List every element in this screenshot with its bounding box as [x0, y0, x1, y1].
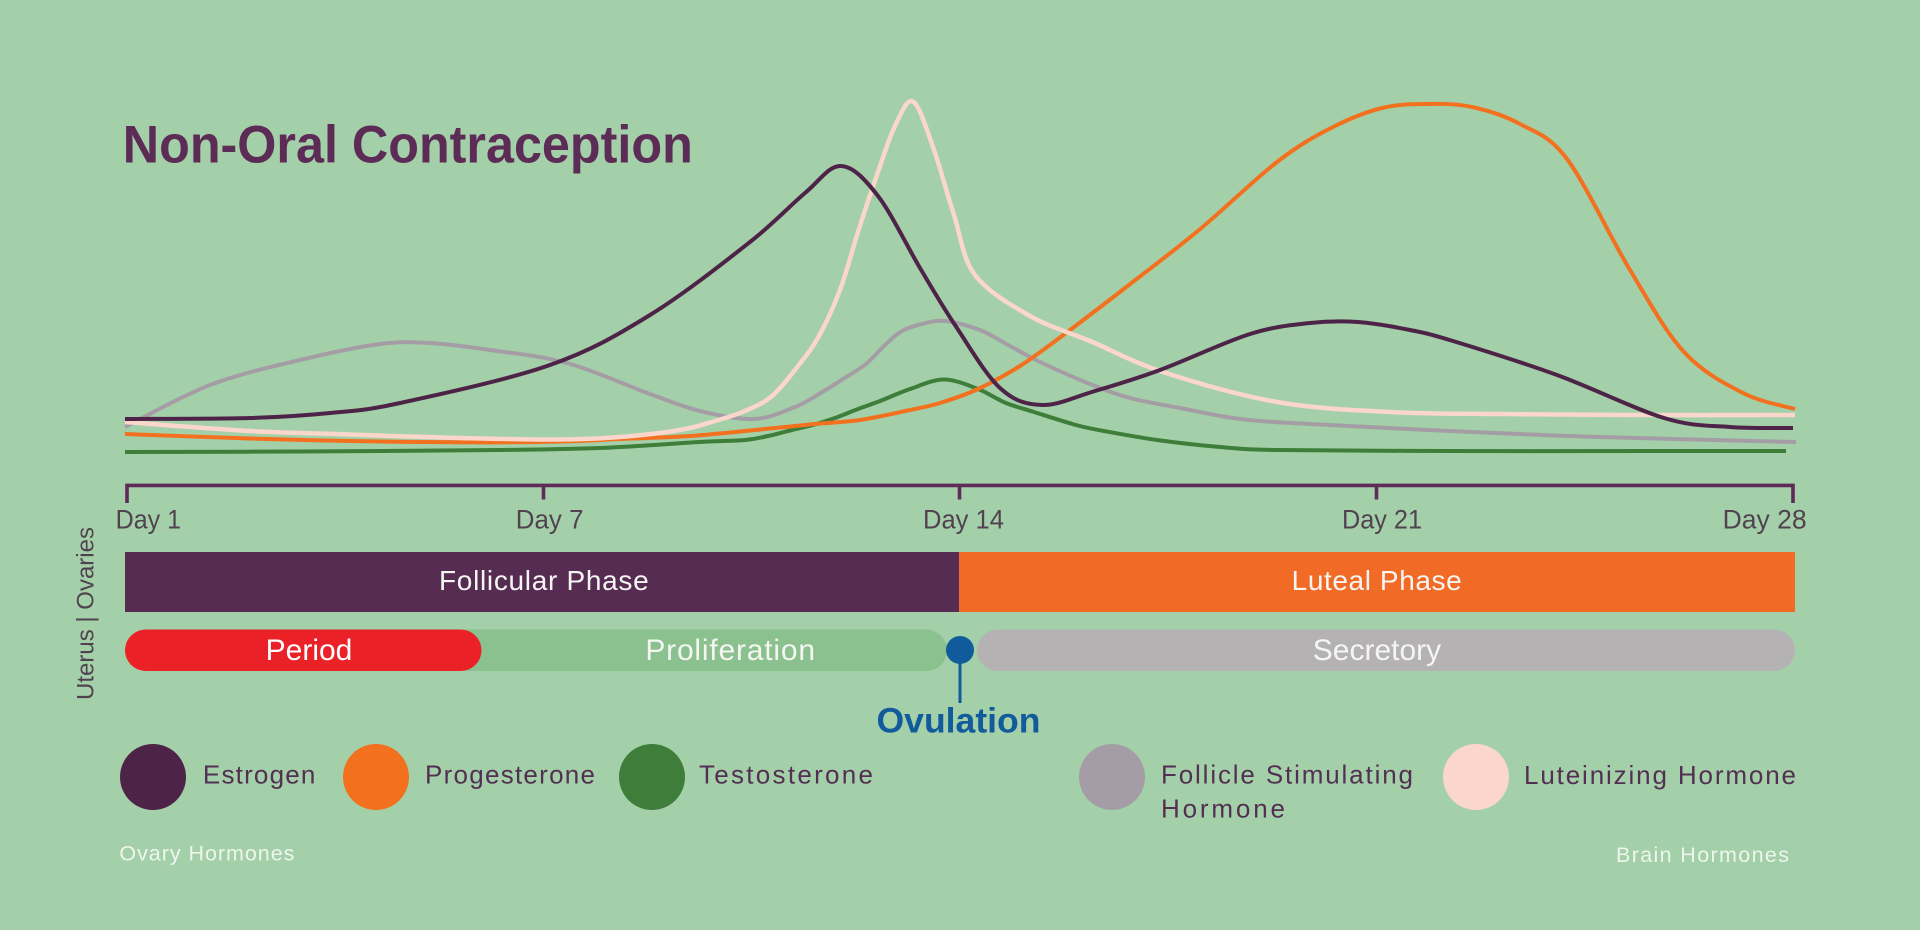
svg-text:Period: Period	[266, 634, 353, 667]
svg-text:Follicle Stimulating: Follicle Stimulating	[1161, 760, 1413, 790]
svg-text:Ovulation: Ovulation	[877, 702, 1041, 741]
svg-text:Hormone: Hormone	[1161, 794, 1285, 824]
svg-text:Uterus | Ovaries: Uterus | Ovaries	[73, 527, 100, 700]
svg-text:Estrogen: Estrogen	[203, 760, 316, 790]
svg-text:Progesterone: Progesterone	[425, 760, 595, 790]
svg-text:Luteal Phase: Luteal Phase	[1292, 565, 1463, 596]
svg-text:Non-Oral Contraception: Non-Oral Contraception	[123, 116, 693, 175]
svg-text:Day 21: Day 21	[1342, 505, 1422, 535]
svg-text:Ovary Hormones: Ovary Hormones	[119, 842, 294, 866]
svg-text:Luteinizing Hormone: Luteinizing Hormone	[1524, 760, 1796, 790]
svg-text:Day 1: Day 1	[116, 505, 182, 535]
svg-text:Day 7: Day 7	[516, 505, 584, 535]
svg-text:Brain Hormones: Brain Hormones	[1616, 843, 1789, 867]
svg-text:Day 14: Day 14	[923, 505, 1004, 535]
svg-text:Follicular Phase: Follicular Phase	[439, 565, 649, 596]
svg-text:Day 28: Day 28	[1723, 505, 1807, 535]
svg-text:Proliferation: Proliferation	[645, 634, 815, 667]
svg-text:Secretory: Secretory	[1313, 634, 1441, 667]
